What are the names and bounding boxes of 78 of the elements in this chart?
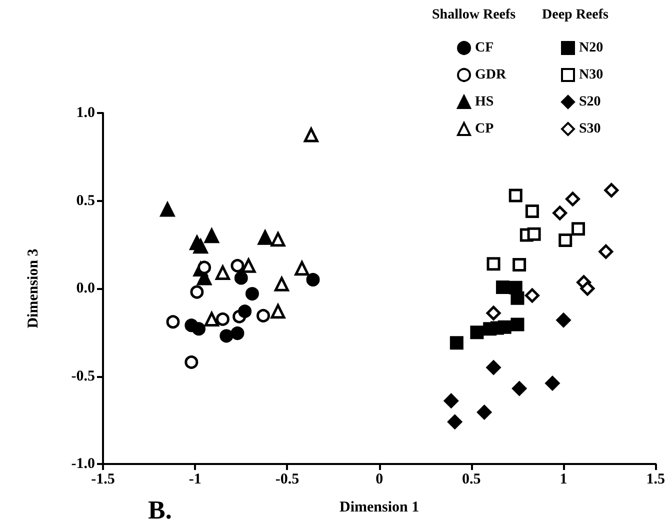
point [486, 360, 501, 375]
point [524, 288, 540, 303]
x-tick-label: 0 [376, 472, 384, 488]
point [477, 404, 492, 420]
point [184, 355, 198, 369]
legend-label: HS [475, 94, 494, 110]
point [450, 336, 464, 350]
y-axis-title: Dimension 3 [26, 248, 42, 328]
point [598, 244, 614, 259]
point [238, 304, 252, 318]
point [198, 260, 212, 274]
text: Shallow Reefs [432, 8, 516, 22]
legend-label: CF [475, 40, 494, 56]
point [470, 326, 484, 340]
point [215, 265, 230, 280]
point [496, 280, 510, 294]
x-tick-label: 0.5 [462, 472, 481, 488]
x-tick-label: -1 [188, 472, 202, 488]
point [510, 318, 524, 332]
point [192, 322, 206, 336]
point [230, 258, 244, 272]
point [294, 261, 310, 276]
point [565, 192, 580, 206]
legend-label: S20 [579, 94, 601, 110]
point [220, 329, 234, 343]
legend-label: S30 [579, 122, 601, 136]
point [274, 276, 289, 292]
point [166, 315, 180, 329]
legend-label: N20 [579, 40, 604, 56]
point [448, 414, 462, 430]
point [160, 202, 175, 217]
point [572, 222, 586, 236]
point [270, 232, 286, 247]
point [193, 239, 208, 254]
point [525, 204, 539, 218]
legend-label: GDR [475, 68, 507, 82]
point [304, 128, 318, 142]
point [508, 188, 522, 202]
y-tick-label: -1.0 [71, 456, 95, 472]
point [234, 271, 248, 285]
y-tick-label: 1.0 [76, 105, 95, 121]
point [604, 182, 619, 198]
legend-label: CP [475, 122, 494, 136]
point [216, 312, 230, 326]
point [204, 312, 219, 326]
point [486, 306, 501, 320]
point [510, 291, 524, 305]
y-tick-label: -0.5 [71, 368, 95, 384]
point [483, 322, 497, 336]
point [527, 227, 541, 241]
point [190, 285, 204, 299]
point [556, 312, 571, 328]
point [258, 230, 272, 245]
x-tick-label: 1.5 [646, 472, 665, 488]
x-tick-label: 1 [560, 472, 568, 488]
point [512, 381, 527, 396]
text: Deep Reefs [542, 8, 610, 22]
point [306, 272, 320, 286]
x-axis-title: Dimension 1 [340, 500, 420, 516]
point [230, 326, 244, 340]
legend-label: N30 [579, 68, 604, 82]
point [580, 281, 595, 296]
text: B. [148, 496, 172, 524]
point [270, 304, 286, 319]
point [512, 258, 526, 272]
y-tick-label: 0.0 [76, 280, 95, 296]
point [444, 394, 458, 408]
point [558, 233, 572, 247]
point [545, 376, 560, 391]
y-tick-label: 0.5 [76, 192, 95, 209]
point [204, 228, 219, 244]
x-tick-label: -0.5 [275, 472, 300, 488]
point [486, 257, 500, 271]
point [241, 258, 256, 273]
point [256, 308, 270, 322]
x-tick-label: -1.5 [91, 472, 115, 488]
point [552, 206, 568, 220]
point [245, 287, 259, 301]
